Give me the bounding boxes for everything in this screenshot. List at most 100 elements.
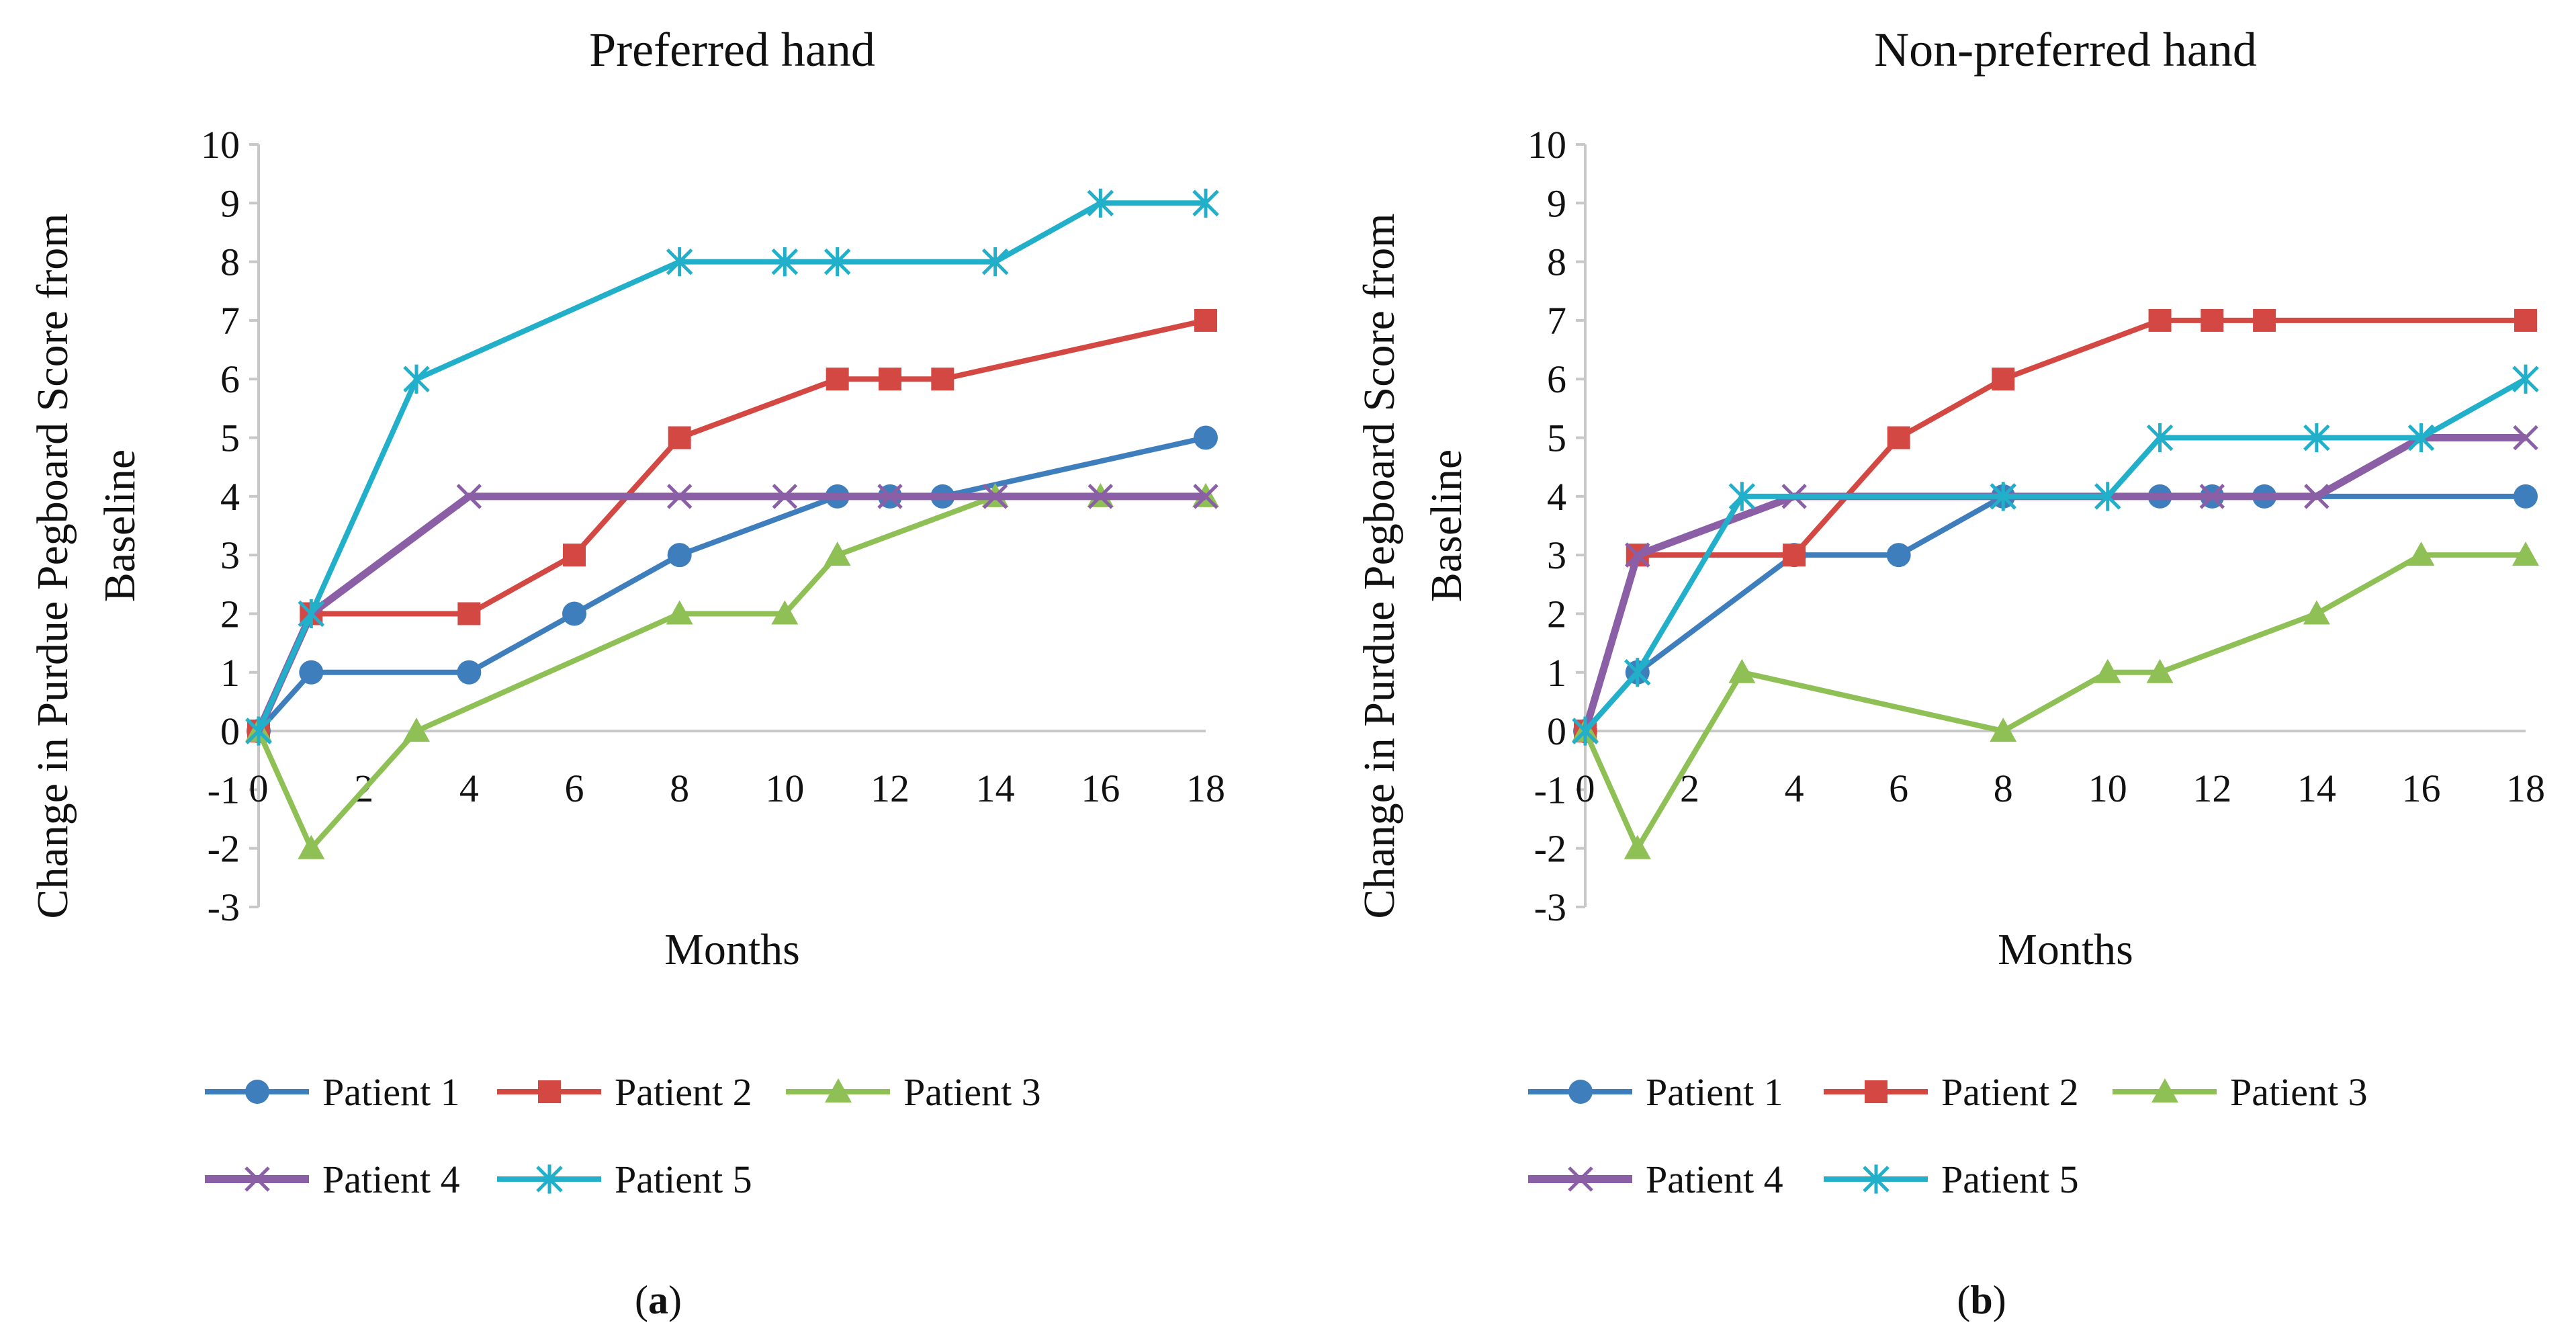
y-axis-label-line2: Baseline	[95, 449, 144, 602]
caption-part: )	[668, 1278, 682, 1322]
legend-item: Patient 5	[1824, 1158, 2079, 1201]
chart-title: Non-preferred hand	[1874, 23, 2257, 77]
data-point	[666, 484, 693, 509]
legend-label: Patient 1	[322, 1070, 460, 1114]
x-tick-label: 6	[1889, 767, 1908, 810]
y-axis-label: Change in Purdue Pegboard Score from	[28, 213, 77, 918]
y-tick-label: 10	[1527, 123, 1566, 167]
x-tick-label: 18	[1186, 767, 1225, 810]
series-patient-4	[1572, 425, 2538, 744]
data-point	[457, 602, 481, 625]
legend: Patient 1 Patient 2 Patient 3 Patient 4 Pati…	[1528, 1070, 2368, 1201]
data-point	[2199, 484, 2225, 509]
data-point	[2512, 364, 2539, 394]
data-point	[772, 484, 798, 509]
data-point	[298, 834, 325, 859]
data-point	[457, 660, 482, 685]
panel-caption: (a)	[635, 1278, 682, 1322]
data-point	[1728, 658, 1756, 683]
data-point	[1783, 544, 1806, 567]
x-axis-label: Months	[664, 925, 800, 974]
data-point	[2303, 600, 2330, 625]
legend-item: Patient 1	[1528, 1070, 1783, 1114]
data-point	[2407, 423, 2435, 453]
data-point	[298, 599, 325, 629]
x-tick-label: 10	[2088, 767, 2127, 810]
data-point	[2146, 658, 2174, 683]
legend-item: Patient 4	[1528, 1158, 1783, 1201]
data-point	[1990, 718, 2017, 742]
y-tick-label: 7	[220, 299, 240, 343]
x-tick-label: 12	[2192, 767, 2231, 810]
caption-part: (	[635, 1278, 648, 1322]
y-tick-label: 4	[220, 475, 240, 519]
x-tick-label: 0	[1576, 767, 1595, 810]
legend-item: Patient 2	[497, 1070, 752, 1114]
data-point	[1992, 367, 2015, 391]
legend-marker	[2151, 1078, 2178, 1102]
caption-part: b	[1970, 1278, 1992, 1322]
y-tick-label: -3	[208, 885, 240, 929]
y-tick-label: 2	[220, 592, 240, 636]
data-point	[981, 247, 1009, 277]
data-point	[666, 600, 693, 625]
legend: Patient 1 Patient 2 Patient 3 Patient 4 Pati…	[205, 1070, 1041, 1201]
data-point	[2512, 542, 2539, 566]
legend-marker	[825, 1078, 852, 1102]
y-tick-label: 3	[220, 533, 240, 577]
data-point	[2303, 423, 2330, 453]
data-point	[2201, 308, 2224, 332]
y-tick-label: 10	[201, 123, 240, 167]
legend-label: Patient 3	[903, 1070, 1041, 1114]
y-tick-label: 6	[220, 357, 240, 401]
data-point	[456, 484, 482, 509]
y-tick-label: -3	[1534, 885, 1566, 929]
y-tick-label: 5	[1547, 417, 1566, 460]
data-point	[1887, 426, 1910, 449]
y-tick-label: 1	[220, 651, 240, 695]
data-point	[1624, 658, 1651, 687]
legend-marker	[245, 1166, 270, 1192]
data-point	[1624, 834, 1651, 859]
x-tick-label: 16	[1081, 767, 1120, 810]
legend-item: Patient 1	[205, 1070, 460, 1114]
y-tick-label: 8	[220, 241, 240, 284]
data-point	[563, 544, 586, 567]
data-point	[1572, 716, 1599, 746]
y-tick-label: 3	[1547, 533, 1566, 577]
x-tick-label: 12	[871, 767, 909, 810]
y-tick-label: 1	[1547, 651, 1566, 695]
data-point	[1192, 188, 1219, 218]
data-point	[2094, 658, 2121, 683]
series-patient-5	[1572, 364, 2539, 746]
data-point	[1087, 484, 1114, 509]
x-tick-label: 4	[1785, 767, 1804, 810]
y-tick-label: 7	[1547, 299, 1566, 343]
legend-label: Patient 2	[1941, 1070, 2079, 1114]
y-tick-label: -2	[208, 827, 240, 871]
data-point	[1194, 425, 1218, 450]
legend-marker	[1865, 1080, 1887, 1103]
x-tick-label: 16	[2401, 767, 2440, 810]
series-line	[257, 435, 1206, 733]
x-tick-label: 4	[459, 767, 479, 810]
x-tick-label: 6	[565, 767, 584, 810]
legend-marker	[1863, 1164, 1890, 1194]
series-patient-5	[245, 188, 1219, 746]
y-axis-label-line2: Baseline	[1422, 449, 1471, 602]
data-point	[2514, 308, 2537, 332]
y-tick-label: 0	[220, 709, 240, 753]
data-point	[1886, 543, 1911, 568]
data-point	[877, 484, 903, 509]
data-point	[826, 367, 849, 391]
legend-label: Patient 1	[1646, 1070, 1783, 1114]
legend-marker	[536, 1164, 563, 1194]
data-point	[1728, 482, 1756, 511]
data-point	[2513, 425, 2538, 451]
y-tick-label: -2	[1534, 827, 1566, 871]
data-point	[2094, 482, 2121, 511]
chart-title: Preferred hand	[589, 23, 875, 77]
y-tick-label: 0	[1547, 709, 1566, 753]
legend-item: Patient 2	[1824, 1070, 2079, 1114]
